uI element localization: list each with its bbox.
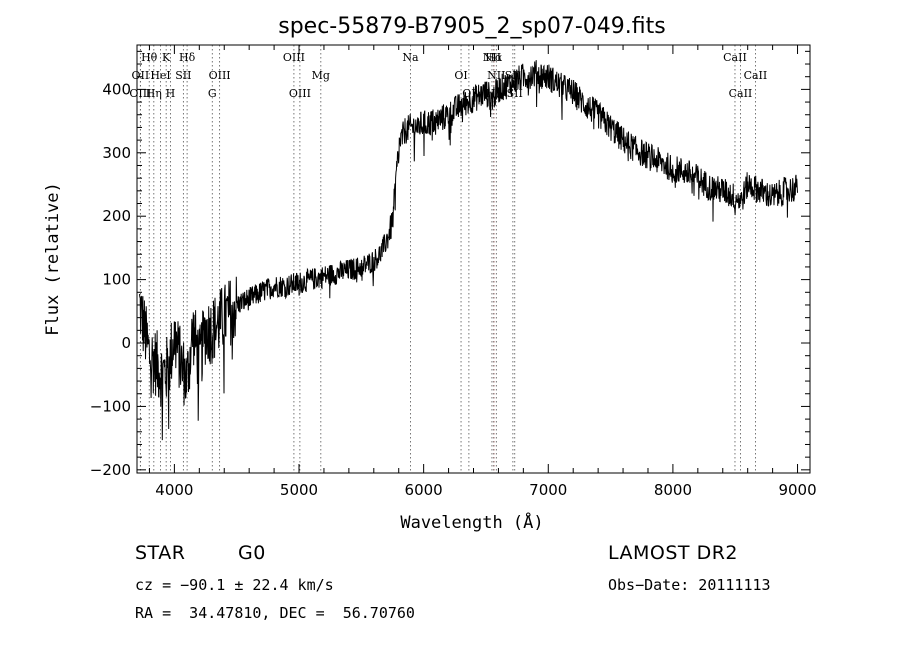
line-label-5: SII	[175, 69, 191, 82]
line-label-3: OII	[132, 69, 150, 82]
line-label-12: Mg	[312, 69, 330, 82]
y-axis-label: Flux (relative)	[43, 182, 63, 336]
line-label-23: CaII	[723, 51, 747, 64]
line-label-19: NII	[487, 69, 505, 82]
x-tick-label-3: 7000	[529, 481, 567, 499]
object-class: STAR	[135, 542, 186, 564]
spectrum-series-line	[139, 60, 798, 441]
line-label-24: CaII	[744, 69, 768, 82]
coordinates-readout: RA = 34.47810, DEC = 56.70760	[135, 604, 415, 622]
x-axis-ticks: 4000 5000 6000 7000 8000 9000	[148, 45, 817, 499]
x-tick-label-0: 4000	[155, 481, 193, 499]
y-tick-label-6: 400	[102, 80, 131, 98]
line-label-8: Hη	[146, 87, 162, 100]
line-label-17: NII	[483, 51, 501, 64]
line-label-18: Hα	[485, 51, 503, 64]
y-axis-ticks: −200 −100 0 100 200 300 400	[90, 50, 810, 479]
line-label-4: HeI	[150, 69, 170, 82]
y-tick-label-5: 300	[102, 144, 131, 162]
y-tick-label-2: 0	[121, 334, 131, 352]
y-tick-label-0: −200	[90, 461, 131, 479]
object-subclass: G0	[238, 542, 266, 564]
line-label-10: G	[208, 87, 217, 100]
line-label-6: OIII	[209, 69, 231, 82]
survey-name: LAMOST DR2	[608, 542, 738, 564]
line-label-0: Hθ	[141, 51, 158, 64]
line-label-25: CaII	[729, 87, 753, 100]
chart-title: spec-55879-B7905_2_sp07-049.fits	[278, 14, 666, 39]
redshift-readout: cz = −90.1 ± 22.4 km/s	[135, 576, 334, 594]
x-tick-label-5: 9000	[778, 481, 816, 499]
line-label-11: OIII	[283, 51, 305, 64]
line-label-1: K	[162, 51, 171, 64]
line-label-9: H	[166, 87, 176, 100]
emission-line-markers	[139, 45, 756, 473]
line-label-7: OIII	[129, 87, 151, 100]
line-label-14: Na	[402, 51, 419, 64]
line-label-13: OIII	[289, 87, 311, 100]
y-tick-label-4: 200	[102, 207, 131, 225]
line-label-2: Hδ	[179, 51, 196, 64]
x-axis-label: Wavelength (Å)	[400, 511, 543, 533]
y-tick-label-3: 100	[102, 271, 131, 289]
y-tick-label-1: −100	[90, 397, 131, 415]
observation-date: Obs−Date: 20111113	[608, 576, 771, 594]
plot-frame	[136, 44, 811, 474]
x-tick-label-1: 5000	[280, 481, 318, 499]
line-label-15: OI	[454, 69, 467, 82]
x-tick-label-2: 6000	[405, 481, 443, 499]
x-tick-label-4: 8000	[654, 481, 692, 499]
